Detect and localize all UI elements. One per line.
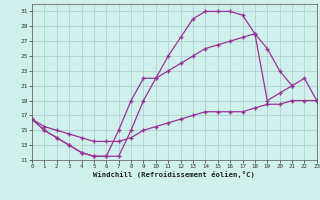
X-axis label: Windchill (Refroidissement éolien,°C): Windchill (Refroidissement éolien,°C) (93, 171, 255, 178)
